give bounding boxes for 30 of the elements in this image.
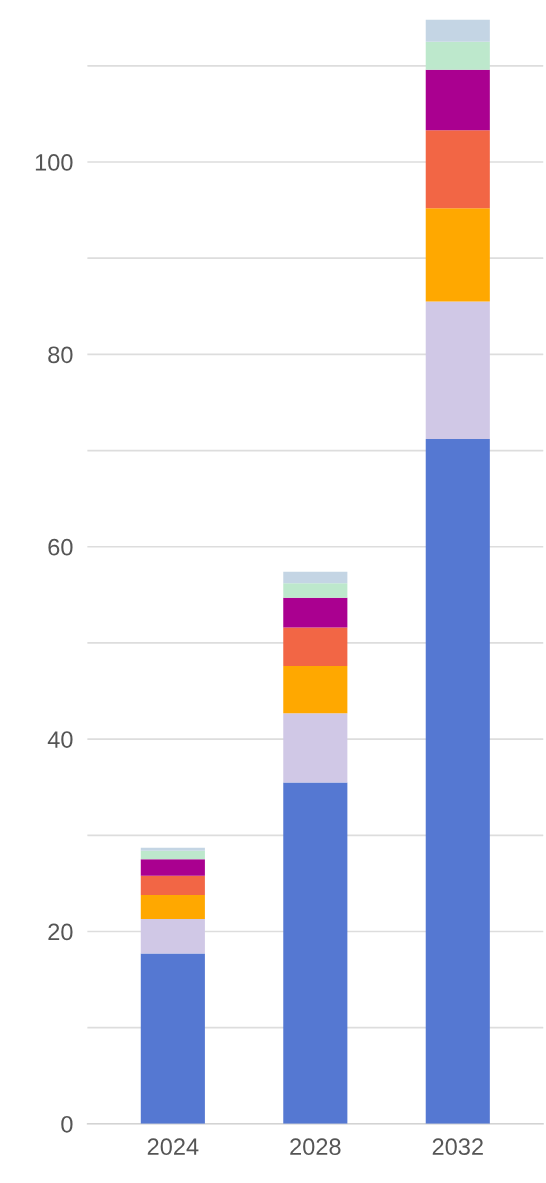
bar [425,301,490,440]
x-tick-label: 2032 [432,1138,483,1156]
bar [425,69,490,131]
bar [140,850,205,860]
y-tick-label: 20 [48,923,73,941]
bar [140,953,205,1124]
bar [425,439,490,1124]
bar [140,859,205,876]
bar [283,666,348,714]
bar [425,130,490,209]
y-tick-label: 100 [35,154,73,171]
bar [140,894,205,919]
bar [140,918,205,954]
bar [283,782,348,1124]
y-tick-label: 60 [48,538,73,556]
bar [283,571,348,584]
bar [140,875,205,895]
x-tick-label: 2024 [147,1138,199,1156]
bar [425,19,490,42]
bar [283,597,348,628]
bar [283,627,348,667]
bar [140,847,205,851]
bar [283,583,348,598]
bar [425,208,490,302]
bar [425,41,490,70]
bar [283,713,348,783]
y-tick-label: 40 [47,731,73,748]
x-tick-label: 2028 [290,1138,341,1156]
y-tick-label: 80 [48,346,73,364]
y-tick-label: 0 [61,1115,73,1133]
